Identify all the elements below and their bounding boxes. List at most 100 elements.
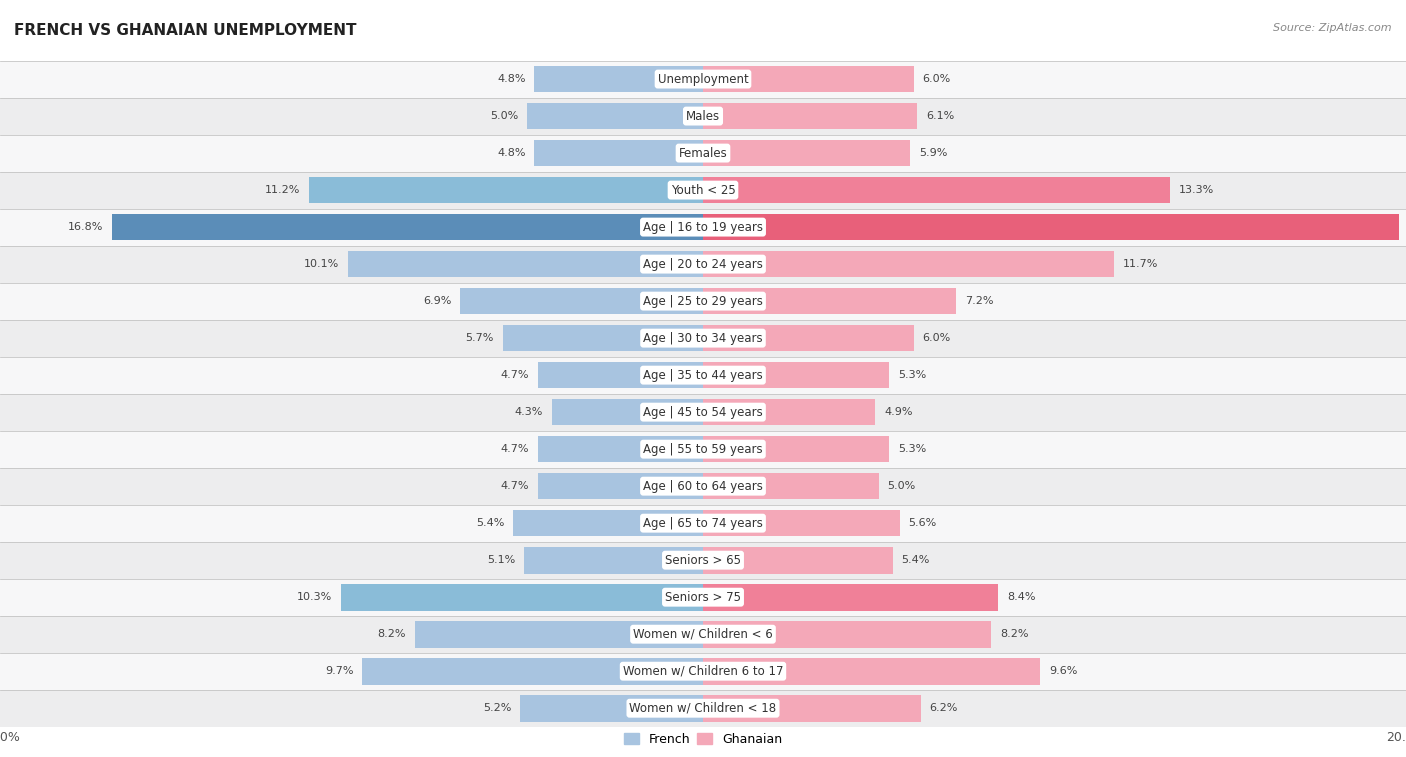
Bar (513, 510, 703, 537)
Legend: French, Ghanaian: French, Ghanaian (619, 727, 787, 751)
Text: 5.0%: 5.0% (491, 111, 519, 121)
Bar (349, 251, 703, 277)
Text: Age | 16 to 19 years: Age | 16 to 19 years (643, 220, 763, 234)
Text: Age | 25 to 29 years: Age | 25 to 29 years (643, 294, 763, 307)
Text: 5.7%: 5.7% (465, 333, 494, 343)
Bar (503, 325, 703, 351)
Text: 5.1%: 5.1% (486, 555, 515, 565)
Text: 9.6%: 9.6% (1049, 666, 1077, 676)
Text: Women w/ Children < 18: Women w/ Children < 18 (630, 702, 776, 715)
Bar (0, 172, 1406, 209)
Bar (0, 431, 1406, 468)
Bar (703, 695, 921, 721)
Bar (0, 135, 1406, 172)
Text: 8.2%: 8.2% (1000, 629, 1029, 639)
Text: Women w/ Children < 6: Women w/ Children < 6 (633, 628, 773, 640)
Bar (534, 66, 703, 92)
Text: 5.2%: 5.2% (484, 703, 512, 713)
Bar (0, 209, 1406, 245)
Bar (309, 177, 703, 204)
Text: FRENCH VS GHANAIAN UNEMPLOYMENT: FRENCH VS GHANAIAN UNEMPLOYMENT (14, 23, 357, 38)
Bar (703, 399, 875, 425)
Text: 4.8%: 4.8% (496, 148, 526, 158)
Text: 5.6%: 5.6% (908, 519, 936, 528)
Text: Age | 60 to 64 years: Age | 60 to 64 years (643, 480, 763, 493)
Bar (0, 394, 1406, 431)
Text: 5.0%: 5.0% (887, 481, 915, 491)
Bar (703, 473, 879, 500)
Bar (461, 288, 703, 314)
Text: 6.2%: 6.2% (929, 703, 957, 713)
Text: Age | 35 to 44 years: Age | 35 to 44 years (643, 369, 763, 382)
Text: Age | 45 to 54 years: Age | 45 to 54 years (643, 406, 763, 419)
Text: 5.9%: 5.9% (920, 148, 948, 158)
Text: Youth < 25: Youth < 25 (671, 184, 735, 197)
Text: Age | 20 to 24 years: Age | 20 to 24 years (643, 257, 763, 270)
Bar (703, 436, 889, 463)
Bar (520, 695, 703, 721)
Bar (703, 177, 1170, 204)
Text: 4.9%: 4.9% (884, 407, 912, 417)
Bar (537, 436, 703, 463)
Bar (703, 510, 900, 537)
Bar (703, 362, 889, 388)
Text: 4.7%: 4.7% (501, 444, 529, 454)
Bar (703, 547, 893, 574)
Text: 6.9%: 6.9% (423, 296, 451, 306)
Bar (0, 282, 1406, 319)
Bar (0, 468, 1406, 505)
Bar (0, 578, 1406, 615)
Text: 13.3%: 13.3% (1180, 185, 1215, 195)
Bar (703, 325, 914, 351)
Text: 6.1%: 6.1% (927, 111, 955, 121)
Bar (0, 505, 1406, 542)
Bar (0, 542, 1406, 578)
Text: 8.2%: 8.2% (377, 629, 406, 639)
Text: Males: Males (686, 110, 720, 123)
Bar (0, 653, 1406, 690)
Bar (340, 584, 703, 610)
Bar (0, 98, 1406, 135)
Bar (0, 690, 1406, 727)
Text: Seniors > 65: Seniors > 65 (665, 553, 741, 567)
Text: Age | 65 to 74 years: Age | 65 to 74 years (643, 517, 763, 530)
Bar (534, 140, 703, 167)
Bar (703, 658, 1040, 684)
Text: 7.2%: 7.2% (965, 296, 994, 306)
Text: Unemployment: Unemployment (658, 73, 748, 86)
Text: 6.0%: 6.0% (922, 74, 950, 84)
Text: 4.8%: 4.8% (496, 74, 526, 84)
Bar (0, 61, 1406, 98)
Bar (524, 547, 703, 574)
Bar (703, 66, 914, 92)
Text: 5.3%: 5.3% (898, 444, 927, 454)
Bar (537, 362, 703, 388)
Text: Age | 55 to 59 years: Age | 55 to 59 years (643, 443, 763, 456)
Text: 4.7%: 4.7% (501, 370, 529, 380)
Text: 4.7%: 4.7% (501, 481, 529, 491)
Text: 5.4%: 5.4% (477, 519, 505, 528)
Text: Source: ZipAtlas.com: Source: ZipAtlas.com (1274, 23, 1392, 33)
Text: Seniors > 75: Seniors > 75 (665, 590, 741, 603)
Bar (363, 658, 703, 684)
Bar (0, 357, 1406, 394)
Bar (703, 251, 1114, 277)
Bar (415, 621, 703, 647)
Bar (703, 584, 998, 610)
Text: 6.0%: 6.0% (922, 333, 950, 343)
Bar (0, 245, 1406, 282)
Text: 5.4%: 5.4% (901, 555, 929, 565)
Text: 5.3%: 5.3% (898, 370, 927, 380)
Text: Females: Females (679, 147, 727, 160)
Bar (703, 140, 911, 167)
Text: Women w/ Children 6 to 17: Women w/ Children 6 to 17 (623, 665, 783, 678)
Text: 16.8%: 16.8% (69, 222, 104, 232)
Bar (0, 615, 1406, 653)
Bar (703, 213, 1399, 241)
Text: 11.2%: 11.2% (266, 185, 301, 195)
Bar (0, 319, 1406, 357)
Bar (527, 103, 703, 129)
Bar (537, 473, 703, 500)
Bar (112, 213, 703, 241)
Text: 10.3%: 10.3% (297, 592, 332, 602)
